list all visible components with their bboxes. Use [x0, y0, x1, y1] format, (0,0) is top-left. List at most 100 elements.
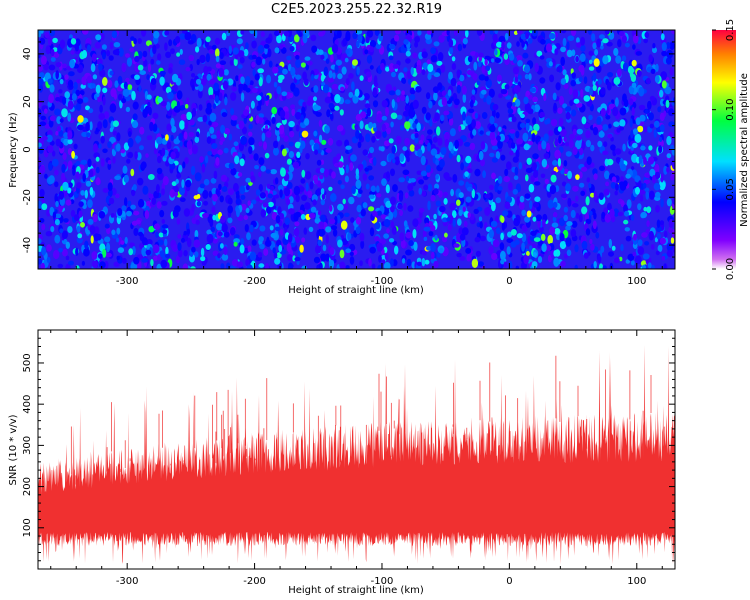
heatmap-cell [488, 229, 494, 239]
heatmap-cell [410, 178, 416, 183]
heatmap-cell [287, 262, 294, 269]
heatmap-cell [330, 54, 334, 63]
heatmap-cell [661, 50, 667, 57]
heatmap-cell [240, 135, 248, 145]
heatmap-cell [484, 193, 491, 199]
heatmap-cell [264, 124, 269, 130]
heatmap-cell [622, 62, 629, 72]
heatmap-cell [178, 104, 186, 111]
heatmap-cell [275, 177, 279, 185]
heatmap-cell [619, 126, 624, 131]
y-tick-label: 300 [22, 436, 33, 455]
heatmap-cell [295, 236, 301, 244]
heatmap-cell [570, 229, 577, 238]
heatmap-cell [655, 205, 660, 213]
heatmap-cell [165, 161, 170, 167]
heatmap-cell [210, 177, 217, 184]
heatmap-cell [436, 126, 441, 136]
heatmap-cell [336, 153, 342, 160]
heatmap-cell [609, 262, 614, 269]
y-tick-label: 40 [22, 48, 33, 61]
heatmap-cell [440, 114, 445, 122]
heatmap-cell [206, 229, 213, 235]
heatmap-cell [155, 43, 160, 49]
heatmap-cell [109, 127, 114, 133]
heatmap-cell [231, 86, 237, 92]
heatmap-cell [55, 97, 61, 102]
heatmap-cell [80, 190, 85, 196]
heatmap-cell [40, 30, 44, 34]
heatmap-cell [295, 54, 300, 60]
heatmap-cell [672, 197, 675, 206]
heatmap-cell [553, 102, 557, 111]
heatmap-cell [388, 63, 395, 72]
heatmap-cell [183, 208, 190, 217]
heatmap-cell [171, 181, 177, 187]
heatmap-cell [423, 184, 429, 191]
heatmap-cell [258, 141, 263, 147]
heatmap-cell [537, 143, 542, 151]
heatmap-cell [223, 69, 229, 76]
heatmap-cell [137, 198, 145, 208]
heatmap-cell [581, 240, 588, 250]
heatmap-cell [43, 63, 49, 71]
heatmap-cell [453, 30, 458, 37]
heatmap-cell [58, 190, 65, 200]
heatmap-cell [331, 171, 336, 179]
heatmap-cell [89, 186, 94, 196]
heatmap-cell [332, 228, 338, 237]
heatmap-cell [489, 184, 494, 190]
heatmap-cell [489, 115, 495, 125]
heatmap-cell [465, 30, 469, 38]
heatmap-cell [427, 200, 431, 211]
heatmap-cell [581, 206, 588, 215]
heatmap-cell [144, 210, 150, 219]
heatmap-cell [527, 140, 534, 146]
heatmap-cell [344, 99, 351, 104]
heatmap-cell [420, 170, 427, 177]
heatmap-cell [278, 74, 285, 81]
heatmap-cell [233, 58, 238, 67]
heatmap-cell [57, 263, 64, 269]
heatmap-cell [178, 164, 183, 173]
heatmap-cell [409, 87, 416, 95]
heatmap-cell [239, 244, 245, 254]
heatmap-cell [449, 128, 456, 137]
heatmap-cell [578, 171, 583, 179]
heatmap-cell [331, 83, 339, 90]
heatmap-cell [148, 192, 152, 199]
heatmap-cell [423, 236, 428, 242]
heatmap-cell [615, 183, 619, 191]
heatmap-cell [273, 252, 278, 259]
heatmap-cell [67, 160, 73, 170]
heatmap-cell [85, 121, 90, 132]
heatmap-cell [434, 234, 438, 241]
heatmap-cell [496, 135, 501, 142]
heatmap-cell [261, 132, 266, 142]
heatmap-cell [422, 62, 429, 70]
heatmap-cell [416, 261, 422, 266]
heatmap-cell [632, 128, 639, 135]
heatmap-cell [242, 126, 247, 135]
heatmap-cell [186, 228, 191, 235]
heatmap-cell [598, 263, 604, 269]
heatmap-cell [553, 211, 558, 218]
heatmap-cell [108, 55, 114, 61]
heatmap-cell [211, 206, 216, 214]
heatmap-cell [359, 260, 363, 267]
heatmap-cell [227, 217, 233, 224]
heatmap-cell [551, 170, 557, 176]
heatmap-cell [655, 63, 659, 72]
heatmap-cell [239, 185, 246, 195]
heatmap-cell [263, 141, 267, 151]
heatmap-cell [456, 252, 462, 258]
heatmap-cell [202, 114, 208, 123]
heatmap-cell [539, 226, 544, 233]
heatmap-cell [629, 118, 633, 128]
heatmap-cell [208, 94, 213, 100]
heatmap-cell [38, 78, 44, 86]
heatmap-cell [273, 81, 278, 88]
heatmap-cell [656, 226, 662, 233]
heatmap-cell [164, 42, 168, 51]
heatmap-cell [38, 100, 42, 108]
